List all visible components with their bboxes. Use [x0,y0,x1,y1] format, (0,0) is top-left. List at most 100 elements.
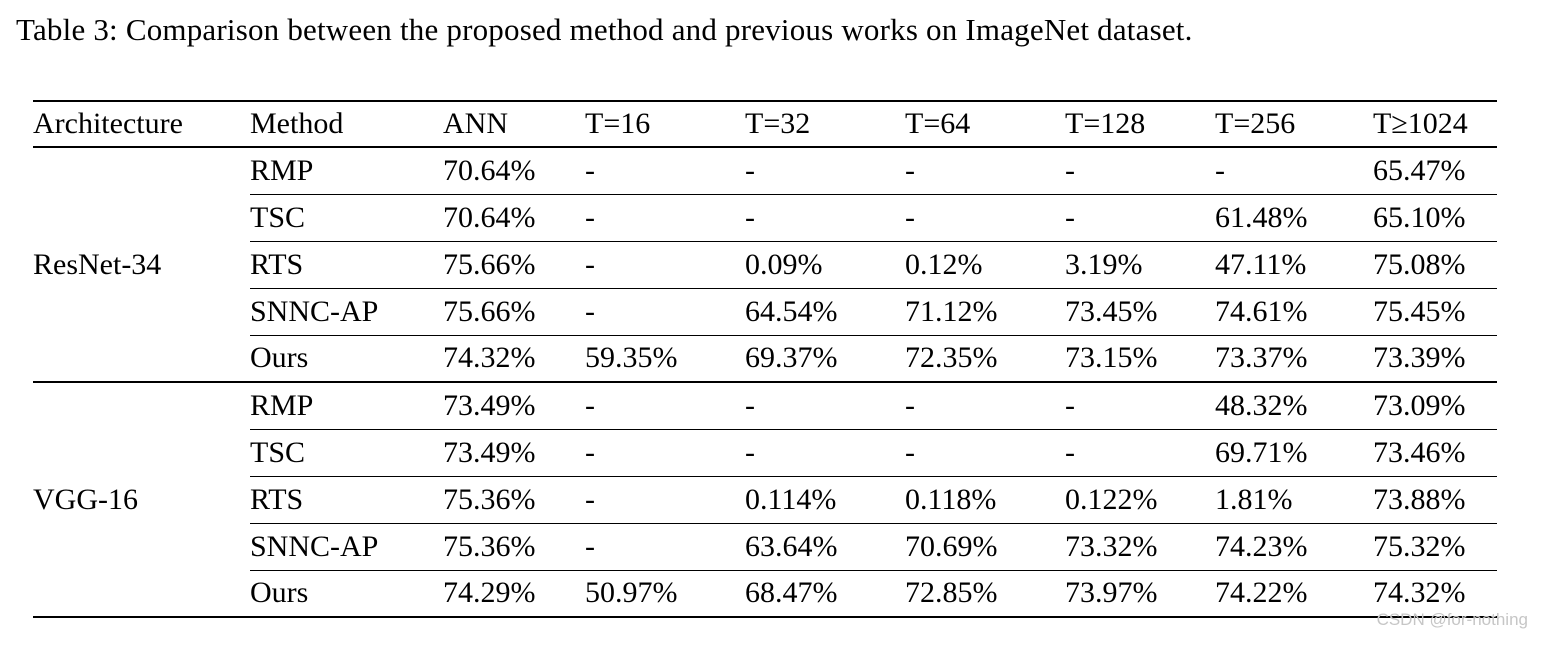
value-cell: 71.12% [905,287,1065,335]
table-row: RTS 75.36% - 0.114% 0.118% 0.122% 1.81% … [33,475,1497,523]
value-cell: 1.81% [1215,475,1373,523]
value-cell: 73.49% [443,428,585,476]
value-cell: 73.09% [1373,381,1497,429]
value-cell: 61.48% [1215,193,1373,241]
value-cell: 70.64% [443,193,585,241]
value-cell: 65.10% [1373,193,1497,241]
value-cell: - [585,522,745,570]
table-caption: Table 3: Comparison between the proposed… [16,12,1193,47]
method-cell: RMP [250,381,443,429]
col-header-architecture: Architecture [33,101,250,148]
value-cell: - [745,428,905,476]
value-cell: 74.32% [1373,569,1497,617]
value-cell: - [745,381,905,429]
value-cell: - [585,475,745,523]
method-cell: RMP [250,153,314,187]
method-cell: TSC [250,428,443,476]
value-cell: - [745,153,755,187]
value-cell: - [905,428,1065,476]
col-header-t64: T=64 [905,101,1065,148]
col-header-t256: T=256 [1215,101,1373,148]
value-cell: 75.66% [443,287,585,335]
value-cell: 75.36% [443,475,585,523]
col-header-t128: T=128 [1065,101,1215,148]
header-row: Architecture Method ANN T=16 T=32 T=64 T… [33,101,1497,148]
value-cell: 65.47% [1373,153,1466,187]
value-cell: - [1215,153,1225,187]
col-header-method: Method [250,101,443,148]
table-row: TSC 70.64% - - - - 61.48% 65.10% [33,193,1497,241]
value-cell: 0.118% [905,475,1065,523]
value-cell: 0.114% [745,475,905,523]
value-cell: - [1065,381,1215,429]
method-cell: RTS [250,475,443,523]
value-cell: - [585,381,745,429]
value-cell: 73.32% [1065,522,1215,570]
value-cell: 75.66% [443,240,585,288]
table-row: RTS 75.66% - 0.09% 0.12% 3.19% 47.11% 75… [33,240,1497,288]
value-cell: 75.32% [1373,522,1497,570]
table-row: TSC 73.49% - - - - 69.71% 73.46% [33,428,1497,476]
value-cell: 0.12% [905,240,1065,288]
architecture-cell-resnet34: ResNet-34 [33,247,162,281]
value-cell: 74.32% [443,334,585,382]
value-cell: 74.23% [1215,522,1373,570]
value-cell: 73.45% [1065,287,1215,335]
value-cell: - [745,193,905,241]
value-cell: 70.64% [443,153,536,187]
value-cell: - [1065,428,1215,476]
group-vgg16: VGG-16 RMP 73.49% - - - - 48.32% 73.09% … [33,381,1497,617]
value-cell: 68.47% [745,569,905,617]
value-cell: 73.46% [1373,428,1497,476]
value-cell: 69.37% [745,334,905,382]
value-cell: 74.22% [1215,569,1373,617]
value-cell: 75.36% [443,522,585,570]
value-cell: 48.32% [1215,381,1373,429]
value-cell: 73.49% [443,381,585,429]
value-cell: 72.85% [905,569,1065,617]
table-row: VGG-16 RMP 73.49% - - - - 48.32% 73.09% [33,381,1497,617]
method-cell: RTS [250,240,443,288]
table-row: ResNet-34 RMP 70.64% - - - - - 65.47% [33,147,1497,281]
csdn-watermark: CSDN @for-nothing [1376,610,1528,629]
value-cell: 59.35% [585,334,745,382]
value-cell: 47.11% [1215,240,1373,288]
value-cell: 73.37% [1215,334,1373,382]
value-cell: - [1065,193,1215,241]
method-cell: Ours [250,334,443,382]
value-cell: - [905,381,1065,429]
col-header-t1024: T≥1024 [1373,101,1497,148]
method-cell: Ours [250,569,443,617]
col-header-t16: T=16 [585,101,745,148]
value-cell: - [585,428,745,476]
value-cell: 3.19% [1065,240,1215,288]
value-cell: 72.35% [905,334,1065,382]
value-cell: - [585,193,745,241]
value-cell: 73.39% [1373,334,1497,382]
table-row: SNNC-AP 75.36% - 63.64% 70.69% 73.32% 74… [33,522,1497,570]
value-cell: - [905,153,915,187]
method-cell: SNNC-AP [250,522,443,570]
value-cell: - [585,287,745,335]
value-cell: 73.15% [1065,334,1215,382]
value-cell: 74.29% [443,569,585,617]
method-cell: TSC [250,193,443,241]
group-resnet34: ResNet-34 RMP 70.64% - - - - - 65.47% TS… [33,147,1497,382]
value-cell: 73.88% [1373,475,1497,523]
table-row: Ours 74.29% 50.97% 68.47% 72.85% 73.97% … [33,569,1497,617]
value-cell: 0.122% [1065,475,1215,523]
value-cell: - [585,153,595,187]
value-cell: 75.08% [1373,240,1497,288]
value-cell: 64.54% [745,287,905,335]
value-cell: - [1065,153,1075,187]
col-header-t32: T=32 [745,101,905,148]
table-row: Ours 74.32% 59.35% 69.37% 72.35% 73.15% … [33,334,1497,382]
method-cell: SNNC-AP [250,287,443,335]
col-header-ann: ANN [443,101,585,148]
value-cell: - [905,193,1065,241]
value-cell: 70.69% [905,522,1065,570]
value-cell: 74.61% [1215,287,1373,335]
value-cell: 75.45% [1373,287,1497,335]
architecture-cell-vgg16: VGG-16 [33,381,250,617]
value-cell: 63.64% [745,522,905,570]
